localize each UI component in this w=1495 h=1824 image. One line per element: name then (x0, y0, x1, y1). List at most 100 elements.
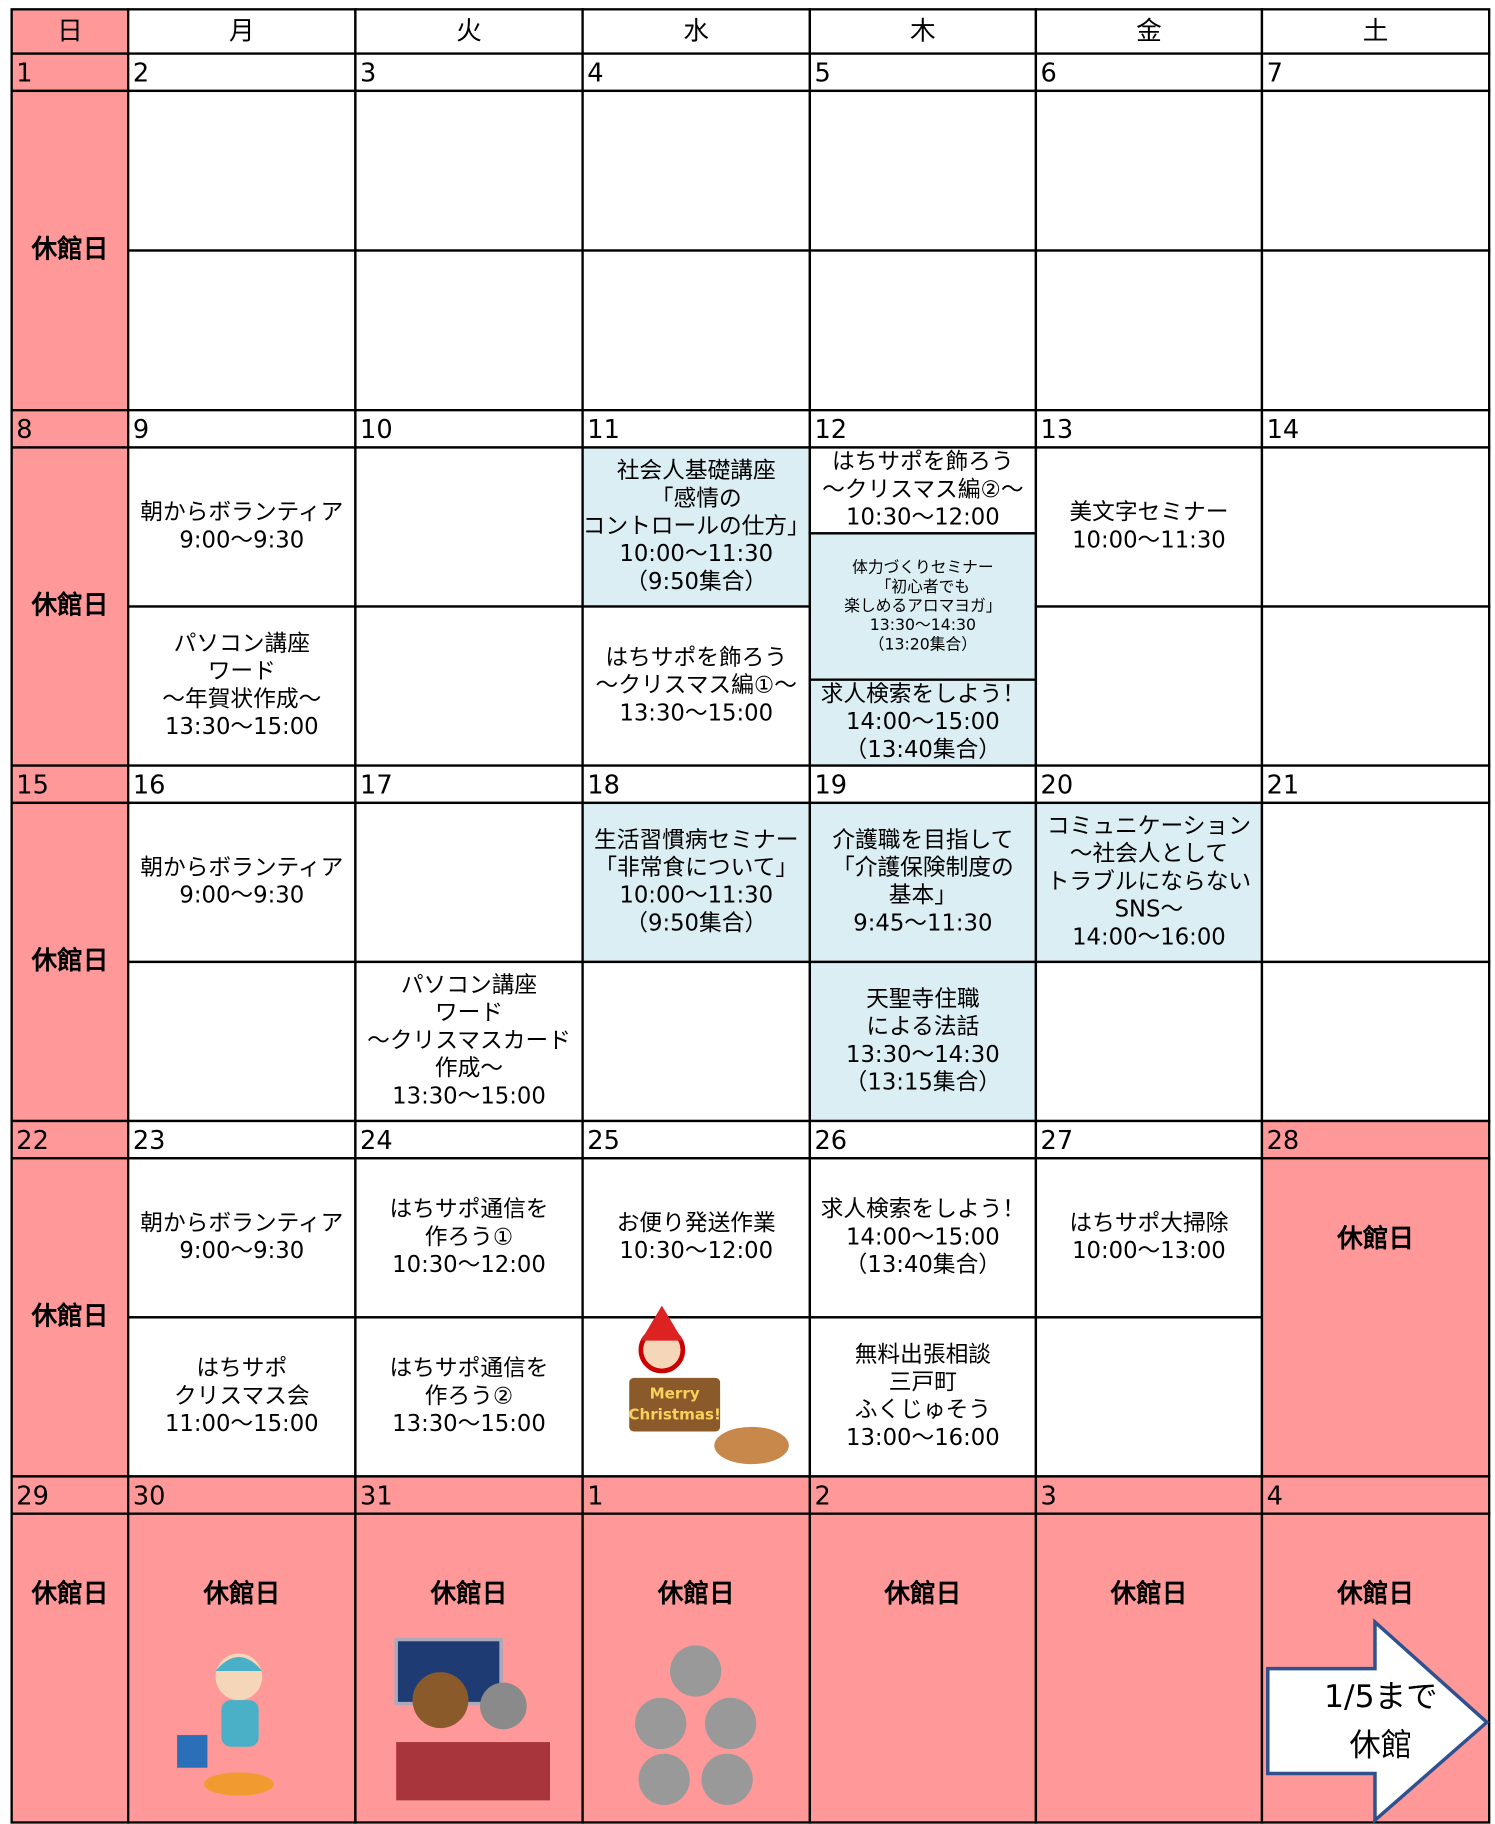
cell (808, 1157, 1038, 1319)
cell (127, 1157, 357, 1319)
cell (1260, 960, 1491, 1123)
cell (808, 249, 1038, 412)
cell (10, 1512, 130, 1824)
event-text: 9:45〜11:30 (853, 910, 992, 936)
cell (1260, 1475, 1491, 1515)
date-number: 29 (16, 1481, 49, 1511)
cell (1034, 1475, 1264, 1515)
cell (1260, 1119, 1491, 1160)
closed-label: 休館日 (657, 1578, 735, 1609)
event-text: 〜社会人として (1070, 841, 1228, 867)
cell (1034, 1512, 1264, 1824)
closed-label: 休館日 (1109, 1578, 1187, 1609)
date-number: 5 (815, 59, 831, 89)
cell (581, 446, 812, 608)
event-text: 13:30〜15:00 (165, 714, 319, 740)
date-number: 12 (815, 415, 848, 445)
event-text: 「感情の (651, 486, 742, 512)
event-text: 作成〜 (435, 1056, 503, 1082)
date-number: 30 (133, 1481, 166, 1511)
cell (808, 960, 1038, 1123)
mop (203, 1772, 274, 1796)
event-text: ワード (208, 659, 276, 685)
event-text: 生活習慣病セミナー (594, 827, 798, 853)
bucket (177, 1735, 208, 1768)
date-number: 13 (1041, 415, 1074, 445)
day-name: 月 (229, 17, 255, 47)
cell (808, 52, 1038, 93)
event-text: 〜クリスマスカード (367, 1028, 571, 1054)
cell (127, 52, 357, 93)
cell (1260, 446, 1491, 608)
cell (581, 409, 812, 449)
event-text: はちサポを飾ろう (605, 645, 787, 671)
event-text: 13:30〜15:00 (619, 700, 773, 726)
sign-board (629, 1377, 721, 1432)
date-number: 19 (815, 771, 848, 801)
day-name: 日 (57, 17, 83, 47)
event-text: 求人検索をしよう！ (821, 1197, 1025, 1223)
cell (127, 446, 357, 608)
cell (354, 249, 584, 412)
event-text: パソコン講座 (401, 973, 537, 999)
date-number: 4 (1267, 1481, 1283, 1511)
event-text: 13:30〜14:30 (870, 615, 976, 634)
event-text: 求人検索をしよう！ (821, 681, 1025, 707)
cell (808, 678, 1038, 767)
cell (10, 8, 130, 55)
event-text: 無料出張相談 (855, 1342, 991, 1368)
event-text: ワード (435, 1000, 503, 1026)
date-number: 21 (1267, 771, 1300, 801)
event-text: 13:30〜15:00 (392, 1411, 546, 1437)
cell (1260, 605, 1491, 767)
cell (10, 764, 130, 805)
date-number: 7 (1267, 59, 1283, 89)
event-text: はちサポ通信を (389, 1356, 548, 1382)
cell (1260, 409, 1491, 449)
event-text: 13:00〜16:00 (846, 1425, 1000, 1451)
cell (581, 605, 812, 767)
date-number: 23 (133, 1126, 166, 1156)
event-text: 社会人基礎講座 (617, 458, 776, 484)
closed-label: 休館日 (1336, 1578, 1414, 1609)
event-text: コミュニケーション (1047, 813, 1251, 839)
cell (581, 1475, 812, 1515)
event-text: （13:15集合） (845, 1070, 1001, 1096)
bear (412, 1672, 469, 1729)
event-text: による法話 (866, 1014, 979, 1040)
cell (808, 89, 1038, 252)
date-number: 2 (815, 1481, 831, 1511)
cell (581, 89, 812, 252)
event-text: はちサポ通信を (389, 1197, 548, 1223)
cell (808, 409, 1038, 449)
date-number: 9 (133, 415, 149, 445)
event-text: 11:00〜15:00 (165, 1411, 319, 1437)
event-text: 10:00〜13:00 (1072, 1238, 1226, 1264)
event-text: 美文字セミナー (1069, 500, 1228, 526)
event-text: （13:20集合） (869, 634, 977, 653)
cell (1260, 249, 1491, 412)
cell (10, 409, 130, 449)
date-number: 2 (133, 59, 149, 89)
event-text: 作ろう② (425, 1383, 514, 1409)
mouse (701, 1753, 753, 1806)
event-text: コントロールの仕方」 (583, 513, 810, 539)
day-name: 土 (1363, 17, 1389, 47)
event-text: 介護職を目指して (832, 827, 1013, 853)
closed-label: 休館日 (883, 1578, 961, 1609)
event-text: 〜クリスマス編①〜 (596, 673, 797, 699)
date-number: 28 (1267, 1126, 1300, 1156)
cell (354, 605, 584, 767)
event-text: 「初心者でも (876, 577, 970, 596)
cell (127, 8, 357, 55)
cell (581, 960, 812, 1123)
event-text: 10:30〜12:00 (619, 1238, 773, 1264)
cell (354, 1157, 584, 1319)
cell (354, 52, 584, 93)
event-text: 10:00〜11:30 (619, 883, 773, 909)
date-number: 17 (360, 771, 393, 801)
closed-label: 休館日 (30, 945, 108, 976)
event-text: 13:30〜15:00 (392, 1083, 546, 1109)
event-text: 9:00〜9:30 (179, 883, 304, 909)
